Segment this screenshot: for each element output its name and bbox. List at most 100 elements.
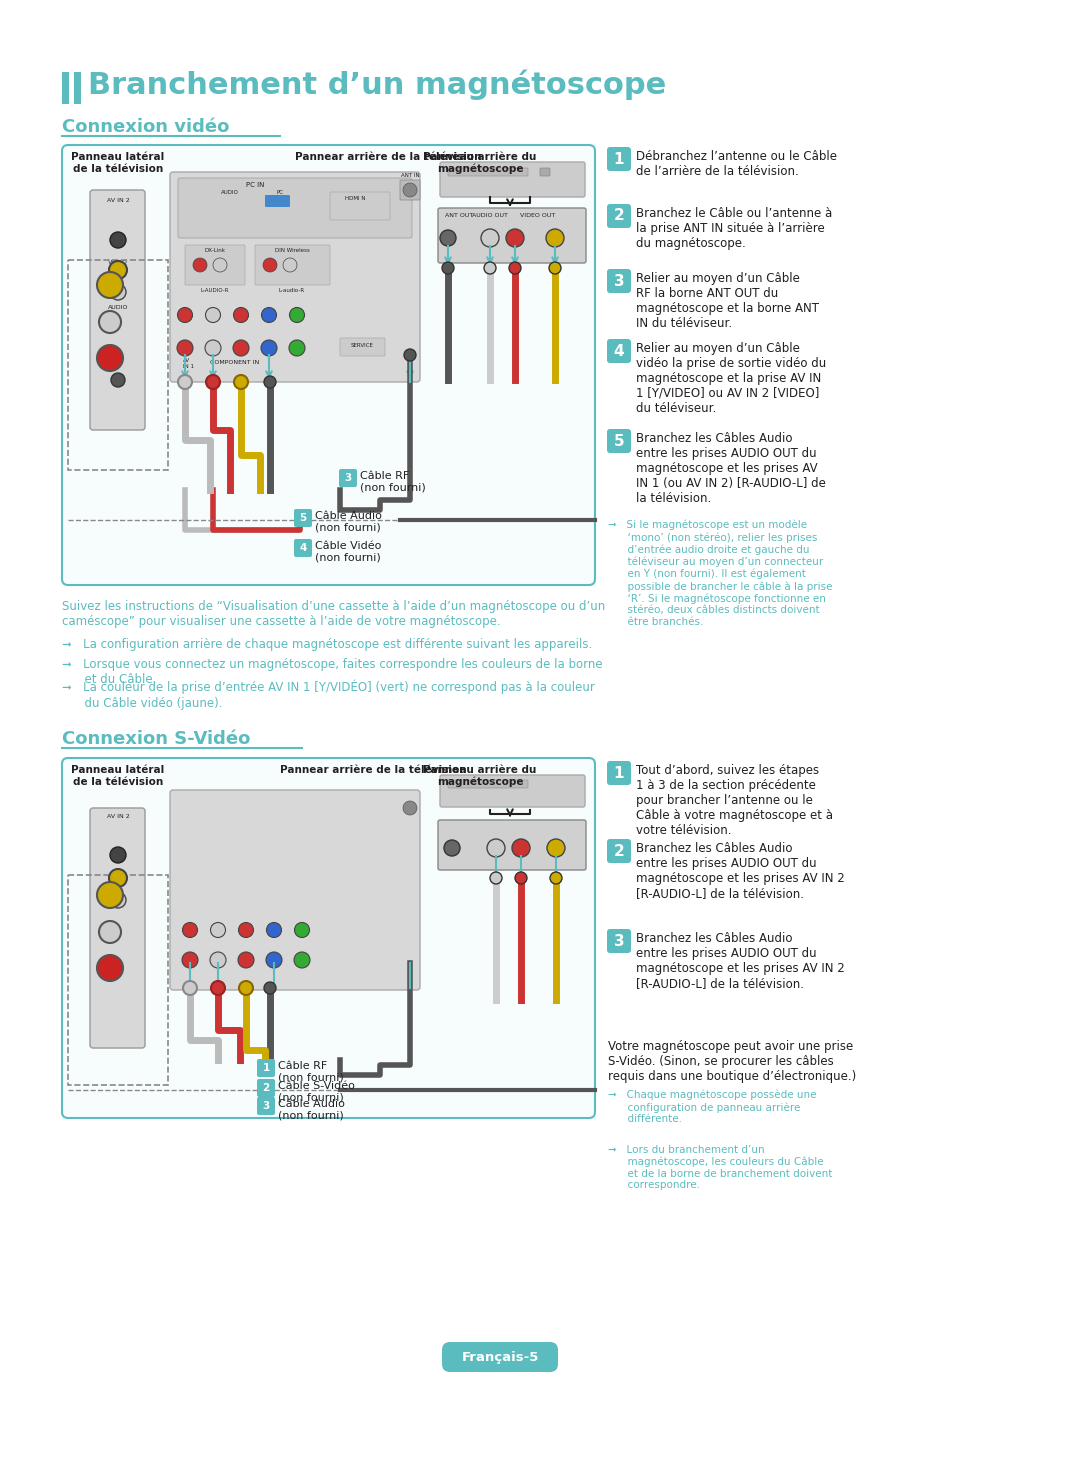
Text: ➞   Lors du branchement d’un
      magnétoscope, les couleurs du Câble
      et : ➞ Lors du branchement d’un magnétoscope,… <box>608 1146 833 1190</box>
Circle shape <box>238 951 254 968</box>
FancyBboxPatch shape <box>178 178 411 239</box>
Text: Câble S-Vidéo
(non fourni): Câble S-Vidéo (non fourni) <box>278 1080 355 1103</box>
Bar <box>62 73 69 104</box>
Text: Connexion vidéo: Connexion vidéo <box>62 119 229 136</box>
Circle shape <box>97 345 123 370</box>
Circle shape <box>264 983 276 994</box>
Text: 3: 3 <box>613 274 624 289</box>
Text: VIDEO OUT: VIDEO OUT <box>519 213 555 218</box>
Circle shape <box>283 258 297 273</box>
Bar <box>68 259 168 470</box>
Circle shape <box>110 233 126 247</box>
Bar <box>68 874 168 1085</box>
Circle shape <box>289 339 305 356</box>
Circle shape <box>239 922 254 938</box>
FancyBboxPatch shape <box>62 757 595 1117</box>
FancyBboxPatch shape <box>607 147 631 170</box>
Circle shape <box>97 273 123 298</box>
FancyBboxPatch shape <box>607 205 631 228</box>
Circle shape <box>210 951 226 968</box>
Circle shape <box>110 848 126 863</box>
Text: Connexion S-Vidéo: Connexion S-Vidéo <box>62 731 251 748</box>
Circle shape <box>211 922 226 938</box>
Text: Câble Vidéo
(non fourni): Câble Vidéo (non fourni) <box>315 541 381 563</box>
Circle shape <box>178 375 192 388</box>
Circle shape <box>404 348 416 362</box>
Circle shape <box>509 262 521 274</box>
Text: DIN Wireless: DIN Wireless <box>274 247 309 253</box>
Text: 3: 3 <box>613 934 624 948</box>
Text: Branchement d’un magnétoscope: Branchement d’un magnétoscope <box>87 70 666 101</box>
FancyBboxPatch shape <box>540 167 550 176</box>
FancyBboxPatch shape <box>607 839 631 863</box>
Circle shape <box>233 339 249 356</box>
Text: Tout d’abord, suivez les étapes
1 à 3 de la section précédente
pour brancher l’a: Tout d’abord, suivez les étapes 1 à 3 de… <box>636 765 833 837</box>
Text: ➞   Chaque magnétoscope possède une
      configuration de panneau arrière
     : ➞ Chaque magnétoscope possède une config… <box>608 1089 816 1125</box>
FancyBboxPatch shape <box>185 245 245 285</box>
Text: PC: PC <box>276 190 283 196</box>
Text: Suivez les instructions de “Visualisation d’une cassette à l’aide d’un magnétosc: Suivez les instructions de “Visualisatio… <box>62 600 605 628</box>
Circle shape <box>289 307 305 323</box>
Circle shape <box>261 339 276 356</box>
FancyBboxPatch shape <box>438 820 586 870</box>
Text: ➞   Lorsque vous connectez un magnétoscope, faites correspondre les couleurs de : ➞ Lorsque vous connectez un magnétoscope… <box>62 658 603 686</box>
Text: ➞   La configuration arrière de chaque magnétoscope est différente suivant les a: ➞ La configuration arrière de chaque mag… <box>62 637 592 651</box>
Text: 5: 5 <box>613 434 624 449</box>
Circle shape <box>261 307 276 323</box>
Circle shape <box>205 307 220 323</box>
Circle shape <box>109 261 127 279</box>
Text: L-audio-R: L-audio-R <box>279 288 305 293</box>
Text: ANT OUT: ANT OUT <box>445 213 473 218</box>
Circle shape <box>193 258 207 273</box>
Circle shape <box>183 951 198 968</box>
Text: 3: 3 <box>262 1101 270 1112</box>
Circle shape <box>109 868 127 888</box>
Circle shape <box>444 840 460 857</box>
Text: 5: 5 <box>299 513 307 523</box>
FancyBboxPatch shape <box>607 760 631 785</box>
Circle shape <box>403 800 417 815</box>
FancyBboxPatch shape <box>440 775 585 808</box>
Text: Câble Audio
(non fourni): Câble Audio (non fourni) <box>315 511 382 532</box>
Circle shape <box>205 339 221 356</box>
Circle shape <box>515 871 527 883</box>
FancyBboxPatch shape <box>257 1060 275 1077</box>
Text: AUDIO: AUDIO <box>108 305 129 310</box>
Circle shape <box>111 373 125 387</box>
FancyBboxPatch shape <box>257 1097 275 1114</box>
Circle shape <box>294 951 310 968</box>
Text: ➞   Si le magnétoscope est un modèle
      ‘mono’ (non stéréo), relier les prise: ➞ Si le magnétoscope est un modèle ‘mono… <box>608 520 833 627</box>
Circle shape <box>295 922 310 938</box>
Circle shape <box>487 839 505 857</box>
Circle shape <box>512 839 530 857</box>
Text: Relier au moyen d’un Câble
vidéo la prise de sortie vidéo du
magnétoscope et la : Relier au moyen d’un Câble vidéo la pris… <box>636 342 826 415</box>
FancyBboxPatch shape <box>400 179 420 200</box>
Text: ➞   La couleur de la prise d’entrée AV IN 1 [Y/VIDÉO] (vert) ne correspond pas à: ➞ La couleur de la prise d’entrée AV IN … <box>62 680 595 710</box>
Text: AUDIO OUT: AUDIO OUT <box>472 213 508 218</box>
FancyBboxPatch shape <box>170 172 420 382</box>
Text: 2: 2 <box>613 209 624 224</box>
Text: Débranchez l’antenne ou le Câble
de l’arrière de la télévision.: Débranchez l’antenne ou le Câble de l’ar… <box>636 150 837 178</box>
Text: Français-5: Français-5 <box>461 1350 539 1363</box>
FancyBboxPatch shape <box>330 193 390 219</box>
Text: AV IN 2: AV IN 2 <box>107 199 130 203</box>
Circle shape <box>442 262 454 274</box>
Text: Câble RF
(non fourni): Câble RF (non fourni) <box>278 1061 343 1082</box>
Circle shape <box>549 262 561 274</box>
Circle shape <box>264 376 276 388</box>
FancyBboxPatch shape <box>90 190 145 430</box>
Text: Panneau arrière du
magnétoscope: Panneau arrière du magnétoscope <box>423 765 537 787</box>
Circle shape <box>233 307 248 323</box>
Text: Câble RF
(non fourni): Câble RF (non fourni) <box>360 471 426 492</box>
FancyBboxPatch shape <box>448 780 528 788</box>
Circle shape <box>234 375 248 388</box>
Circle shape <box>211 981 225 994</box>
FancyBboxPatch shape <box>438 207 586 262</box>
Circle shape <box>403 182 417 197</box>
Text: 4: 4 <box>299 542 307 553</box>
Circle shape <box>546 230 564 247</box>
Circle shape <box>490 871 502 883</box>
Circle shape <box>183 922 198 938</box>
FancyBboxPatch shape <box>607 929 631 953</box>
Text: Panneau arrière du
magnétoscope: Panneau arrière du magnétoscope <box>423 153 537 175</box>
